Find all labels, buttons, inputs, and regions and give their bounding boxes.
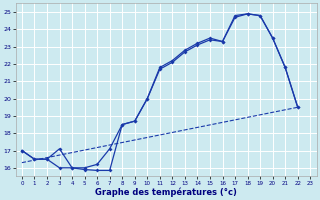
X-axis label: Graphe des températures (°c): Graphe des températures (°c) bbox=[95, 187, 237, 197]
